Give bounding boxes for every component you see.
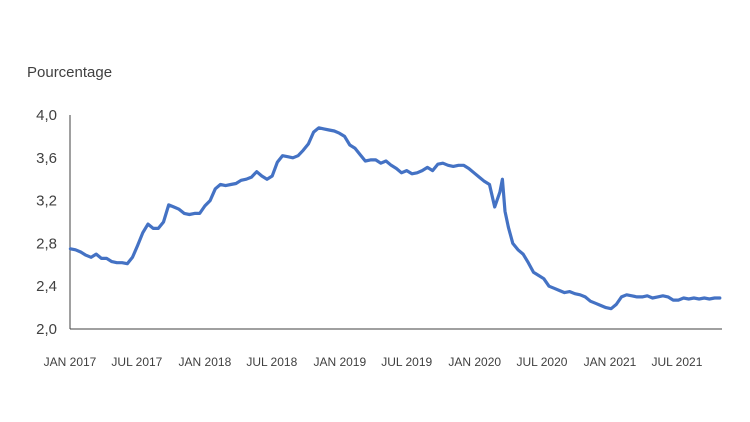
y-tick-labels: 4,0 3,6 3,2 2,8 2,4 2,0 xyxy=(36,107,57,338)
y-tick-label: 2,0 xyxy=(36,321,57,338)
x-tick-label: JAN 2019 xyxy=(313,355,366,369)
series-line xyxy=(68,126,722,311)
x-tick-label: JUL 2020 xyxy=(517,355,568,369)
x-tick-label: JAN 2017 xyxy=(44,355,97,369)
y-tick-label: 2,4 xyxy=(36,278,57,295)
x-tick-label: JAN 2018 xyxy=(179,355,232,369)
x-tick-label: JUL 2017 xyxy=(111,355,162,369)
x-tick-label: JUL 2019 xyxy=(381,355,432,369)
x-tick-label: JUL 2021 xyxy=(651,355,702,369)
x-tick-labels: JAN 2017 JUL 2017 JAN 2018 JUL 2018 JAN 2019… xyxy=(44,355,703,369)
y-tick-label: 3,6 xyxy=(36,150,57,167)
y-tick-label: 4,0 xyxy=(36,107,57,124)
x-tick-label: JAN 2020 xyxy=(448,355,501,369)
y-axis-label: Pourcentage xyxy=(27,64,112,81)
x-tick-label: JAN 2021 xyxy=(584,355,637,369)
y-tick-label: 2,8 xyxy=(36,235,57,252)
y-tick-label: 3,2 xyxy=(36,193,57,210)
x-tick-label: JUL 2018 xyxy=(246,355,297,369)
